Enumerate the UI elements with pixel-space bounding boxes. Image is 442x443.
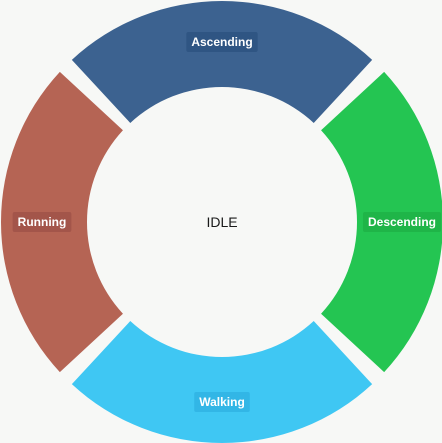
center-status-label: IDLE [206, 214, 237, 230]
segment-label-ascending: Ascending [191, 35, 252, 49]
segment-label-bg-running [12, 212, 72, 232]
segment-label-walking: Walking [199, 395, 245, 409]
segment-label-running: Running [18, 215, 67, 229]
segment-label-bg-walking [194, 392, 250, 412]
segment-label-bg-descending [362, 212, 442, 232]
segment-walking[interactable] [71, 321, 373, 443]
segment-ascending[interactable] [71, 0, 373, 123]
segment-label-descending: Descending [368, 215, 436, 229]
segment-label-group: Ascending Descending Walking Running [12, 32, 442, 412]
segment-label-bg-ascending [186, 32, 258, 52]
